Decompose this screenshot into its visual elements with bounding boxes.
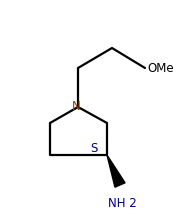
Polygon shape (107, 155, 125, 187)
Text: NH 2: NH 2 (108, 197, 137, 210)
Text: OMe: OMe (147, 62, 174, 74)
Text: S: S (90, 141, 97, 154)
Text: N: N (72, 101, 80, 113)
